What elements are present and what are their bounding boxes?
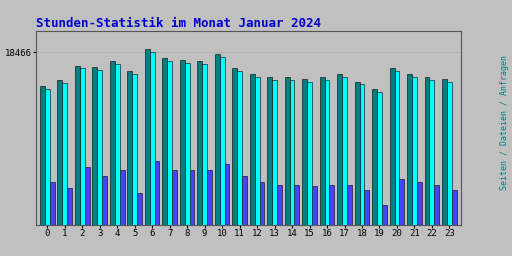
- Bar: [417, 182, 422, 256]
- Bar: [395, 71, 399, 256]
- Bar: [150, 52, 155, 256]
- Bar: [115, 64, 120, 256]
- Bar: [452, 190, 457, 256]
- Bar: [290, 80, 294, 256]
- Bar: [329, 185, 334, 256]
- Bar: [102, 176, 107, 256]
- Bar: [145, 49, 150, 256]
- Bar: [447, 82, 452, 256]
- Bar: [75, 66, 80, 256]
- Bar: [254, 77, 260, 256]
- Bar: [162, 58, 167, 256]
- Bar: [225, 164, 229, 256]
- Bar: [189, 170, 195, 256]
- Bar: [377, 92, 382, 256]
- Bar: [80, 68, 84, 256]
- Bar: [285, 77, 290, 256]
- Bar: [67, 188, 72, 256]
- Bar: [127, 71, 132, 256]
- Bar: [342, 77, 347, 256]
- Bar: [132, 74, 137, 256]
- Bar: [250, 74, 254, 256]
- Bar: [267, 77, 272, 256]
- Bar: [97, 70, 102, 256]
- Bar: [207, 170, 212, 256]
- Bar: [430, 80, 434, 256]
- Bar: [307, 82, 312, 256]
- Bar: [110, 61, 115, 256]
- Bar: [242, 176, 247, 256]
- Bar: [365, 190, 369, 256]
- Bar: [215, 54, 220, 256]
- Bar: [347, 185, 352, 256]
- Bar: [355, 82, 359, 256]
- Bar: [312, 186, 317, 256]
- Bar: [325, 80, 329, 256]
- Text: Stunden-Statistik im Monat Januar 2024: Stunden-Statistik im Monat Januar 2024: [36, 17, 321, 29]
- Bar: [424, 77, 430, 256]
- Bar: [202, 64, 207, 256]
- Bar: [272, 80, 277, 256]
- Bar: [237, 71, 242, 256]
- Bar: [220, 57, 225, 256]
- Bar: [372, 89, 377, 256]
- Bar: [412, 77, 417, 256]
- Bar: [319, 77, 325, 256]
- Bar: [167, 61, 172, 256]
- Bar: [84, 167, 90, 256]
- Bar: [197, 61, 202, 256]
- Bar: [302, 79, 307, 256]
- Bar: [62, 83, 67, 256]
- Bar: [382, 205, 387, 256]
- Bar: [45, 89, 50, 256]
- Bar: [359, 84, 365, 256]
- Bar: [434, 185, 439, 256]
- Bar: [50, 182, 55, 256]
- Bar: [92, 67, 97, 256]
- Bar: [155, 161, 159, 256]
- Bar: [40, 86, 45, 256]
- Bar: [57, 80, 62, 256]
- Bar: [294, 185, 300, 256]
- Bar: [260, 182, 264, 256]
- Bar: [277, 185, 282, 256]
- Bar: [185, 63, 189, 256]
- Bar: [390, 68, 395, 256]
- Bar: [120, 170, 124, 256]
- Bar: [407, 74, 412, 256]
- Bar: [180, 60, 185, 256]
- Bar: [137, 193, 142, 256]
- Bar: [337, 74, 342, 256]
- Bar: [399, 179, 404, 256]
- Text: Seiten / Dateien / Anfragen: Seiten / Dateien / Anfragen: [500, 55, 509, 190]
- Bar: [442, 79, 447, 256]
- Bar: [232, 68, 237, 256]
- Bar: [172, 170, 177, 256]
